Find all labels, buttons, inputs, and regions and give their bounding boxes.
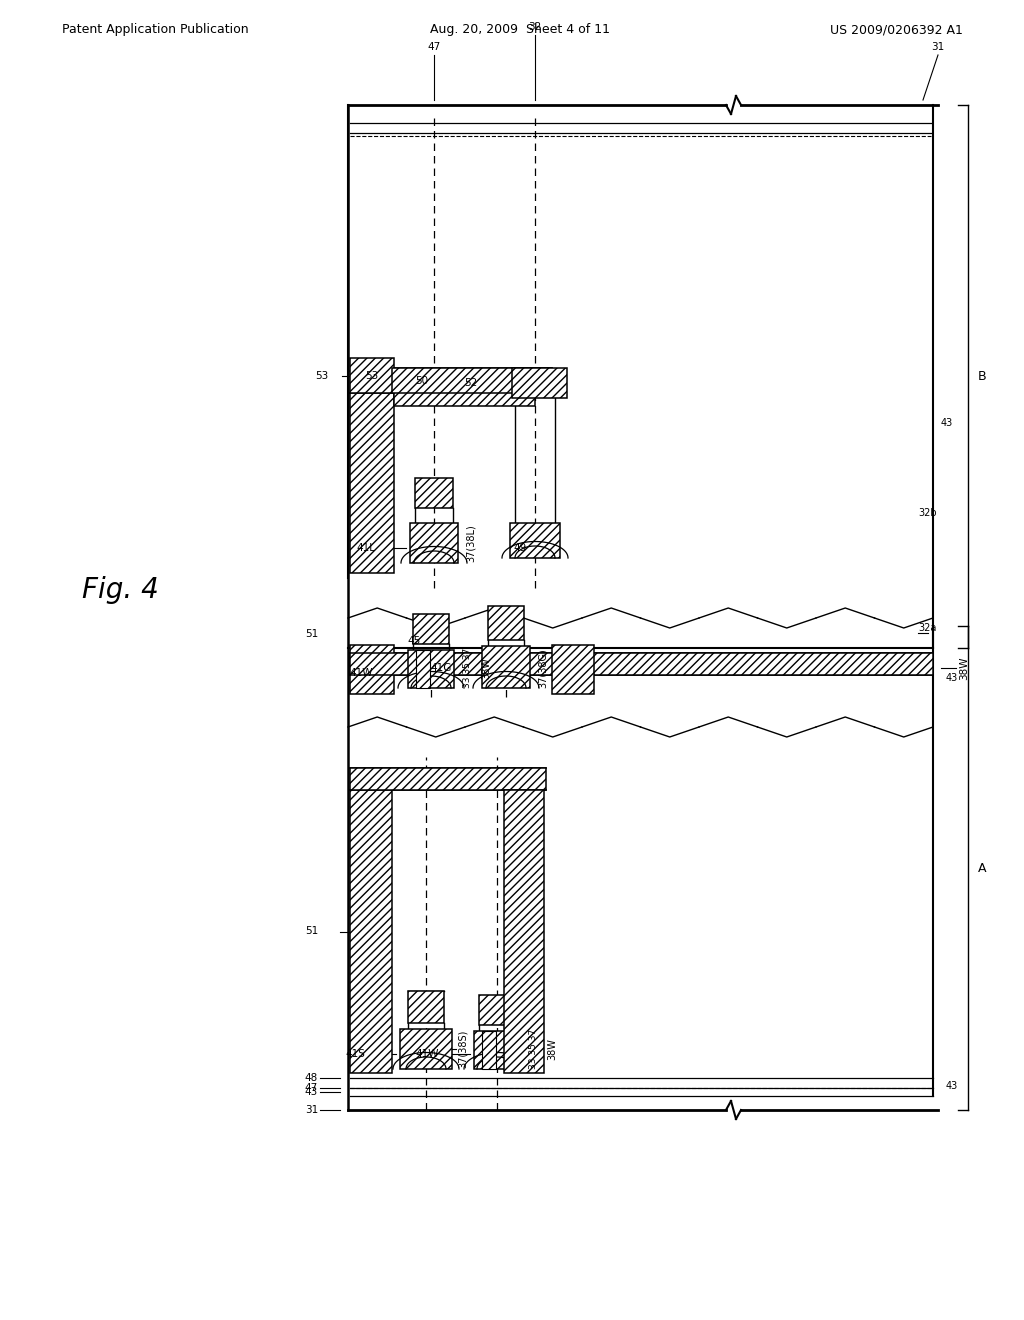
Text: 41S: 41S <box>345 1049 365 1059</box>
Text: 52: 52 <box>464 378 477 388</box>
Text: 32a: 32a <box>918 623 936 634</box>
Bar <box>350 645 394 694</box>
Bar <box>410 523 458 564</box>
Bar <box>350 768 546 789</box>
Text: 43: 43 <box>305 1086 318 1097</box>
Text: 32: 32 <box>528 22 542 32</box>
Text: 51: 51 <box>305 630 318 639</box>
Text: 41G: 41G <box>431 663 452 673</box>
Text: B: B <box>978 370 987 383</box>
Bar <box>510 523 560 558</box>
Text: 43: 43 <box>941 418 953 428</box>
Bar <box>400 1030 452 1069</box>
Bar <box>415 478 453 508</box>
Text: 51: 51 <box>305 927 318 936</box>
Text: A: A <box>978 862 986 874</box>
Text: 31: 31 <box>932 42 944 51</box>
Text: 41W: 41W <box>349 668 373 678</box>
Bar <box>350 393 394 573</box>
Text: 31: 31 <box>305 1105 318 1115</box>
Text: 50: 50 <box>416 376 429 385</box>
Text: 47: 47 <box>305 1082 318 1093</box>
Text: 37(38L): 37(38L) <box>466 524 476 562</box>
Bar <box>408 991 444 1023</box>
Bar <box>482 645 530 688</box>
Text: 37(38G): 37(38G) <box>538 648 548 688</box>
Text: 38W: 38W <box>547 1038 557 1060</box>
Text: 48: 48 <box>305 1073 318 1082</box>
Bar <box>479 995 515 1026</box>
Bar <box>488 606 524 640</box>
Bar <box>350 358 394 393</box>
Bar <box>413 614 449 644</box>
Text: 43: 43 <box>946 1081 958 1092</box>
Text: US 2009/0206392 A1: US 2009/0206392 A1 <box>830 24 963 37</box>
Bar <box>392 368 552 393</box>
Bar <box>350 653 933 675</box>
Bar <box>482 1031 496 1069</box>
Bar <box>392 368 552 393</box>
Bar <box>552 645 594 694</box>
Text: 41L: 41L <box>356 543 375 553</box>
Text: Aug. 20, 2009  Sheet 4 of 11: Aug. 20, 2009 Sheet 4 of 11 <box>430 24 610 37</box>
Text: 33 35 37: 33 35 37 <box>463 648 472 688</box>
Bar <box>394 371 535 407</box>
Bar <box>416 649 430 688</box>
Bar <box>408 649 454 688</box>
Text: 38W: 38W <box>959 656 969 680</box>
Bar <box>350 789 392 1073</box>
Text: 38W: 38W <box>481 657 490 678</box>
Text: 49: 49 <box>513 543 526 553</box>
Text: 41W: 41W <box>416 1049 439 1059</box>
Text: Patent Application Publication: Patent Application Publication <box>62 24 249 37</box>
Text: 53: 53 <box>366 371 379 381</box>
Bar <box>512 368 567 399</box>
Text: 43: 43 <box>946 673 958 682</box>
Text: 53: 53 <box>314 371 328 381</box>
Text: 33 35 37: 33 35 37 <box>529 1028 538 1069</box>
Text: 32b: 32b <box>918 508 937 517</box>
Text: 45: 45 <box>407 636 420 645</box>
Text: 47: 47 <box>427 42 440 51</box>
Bar <box>504 789 544 1073</box>
Bar <box>474 1031 520 1069</box>
Text: 37(38S): 37(38S) <box>458 1030 468 1068</box>
Text: Fig. 4: Fig. 4 <box>82 576 159 605</box>
